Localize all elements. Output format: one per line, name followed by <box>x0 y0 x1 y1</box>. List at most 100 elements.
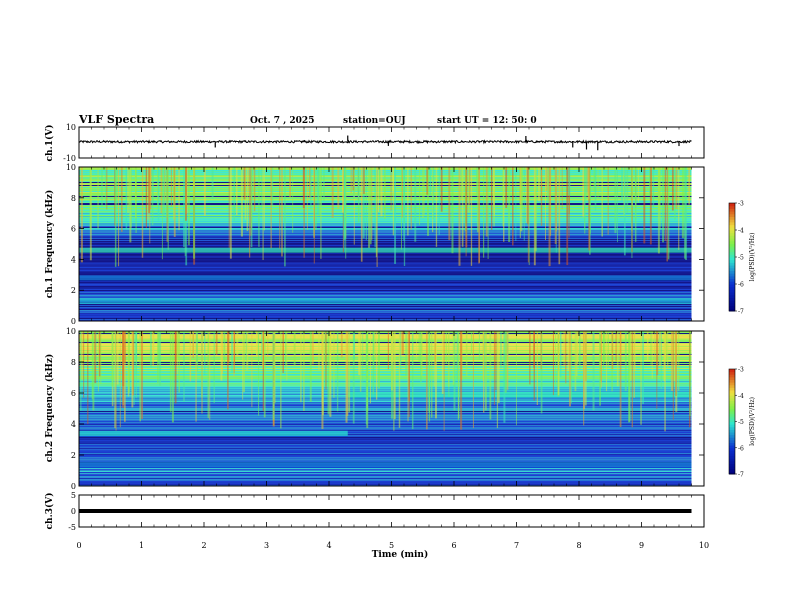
sferic-streak <box>452 331 455 385</box>
sferic-streak <box>228 167 230 248</box>
freq-band <box>79 221 692 223</box>
sferic-streak <box>317 167 319 215</box>
colorbar-ch1: -3 -4 -5 -6 -7 log(PSD)(V²/Hz) <box>728 201 756 316</box>
sferic-streak <box>310 167 312 209</box>
sferic-streak <box>433 331 435 387</box>
x-tick-label: 3 <box>264 541 269 550</box>
sferic-streak <box>512 167 514 246</box>
sferic-streak <box>448 167 451 241</box>
sferic-streak <box>426 167 429 195</box>
sferic-streak <box>91 331 94 399</box>
sferic-streak <box>331 167 334 218</box>
freq-band <box>79 450 692 452</box>
sferic-streak <box>407 167 409 236</box>
sferic-streak <box>248 167 251 258</box>
freq-band <box>79 435 692 437</box>
sferic-streak <box>243 167 246 200</box>
sferic-streak <box>261 167 263 208</box>
sferic-streak <box>416 331 418 359</box>
sferic-streak <box>185 167 188 221</box>
colorbar-segment <box>729 413 735 417</box>
freq-band <box>79 449 692 451</box>
freq-band <box>79 234 692 236</box>
freq-band <box>79 365 692 367</box>
sferic-streak <box>213 331 215 403</box>
freq-band <box>79 470 692 472</box>
sferic-streak <box>587 167 590 199</box>
sferic-streak <box>408 331 410 402</box>
sferic-streak <box>384 167 386 220</box>
sferic-streak <box>189 331 192 382</box>
freq-band <box>79 376 692 378</box>
sferic-streak <box>583 331 585 426</box>
freq-band <box>79 473 692 475</box>
sferic-streak <box>629 331 632 381</box>
x-tick-label: 1 <box>139 541 144 550</box>
colorbar-segment <box>729 395 735 399</box>
sferic-streak <box>176 331 179 358</box>
sferic-streak <box>488 167 490 191</box>
sferic-streak <box>420 331 423 376</box>
colorbar-segment <box>729 205 735 209</box>
sferic-streak <box>252 167 254 195</box>
freq-band <box>79 381 692 383</box>
sferic-streak <box>160 167 163 214</box>
sferic-streak <box>289 167 291 198</box>
spectral-feature <box>79 247 692 253</box>
sferic-streak <box>614 167 617 234</box>
freq-band <box>79 232 692 234</box>
sferic-streak <box>458 167 461 266</box>
sferic-streak <box>685 167 688 260</box>
colorbar-segment <box>729 418 735 422</box>
sferic-streak <box>467 167 470 213</box>
sferic-streak <box>503 331 506 423</box>
sferic-streak <box>374 167 376 247</box>
freq-band <box>79 442 692 444</box>
freq-band <box>79 293 692 295</box>
freq-band <box>79 384 692 386</box>
sferic-streak <box>375 167 378 258</box>
sferic-streak <box>616 331 619 387</box>
freq-band <box>79 226 692 228</box>
sferic-streak <box>263 167 265 231</box>
freq-band <box>79 481 692 483</box>
y-tick-label: 6 <box>71 225 76 234</box>
freq-band <box>79 477 692 479</box>
freq-band <box>79 469 692 471</box>
sferic-streak <box>253 167 256 212</box>
colorbar-segment <box>729 273 735 277</box>
sferic-streak <box>529 331 531 385</box>
sferic-streak <box>428 331 431 422</box>
freq-band <box>79 260 692 262</box>
sferic-streak <box>646 331 649 362</box>
sferic-streak <box>83 331 85 398</box>
sferic-streak <box>337 167 340 209</box>
colorbar-segment <box>729 403 735 407</box>
freq-band <box>79 255 692 257</box>
freq-band <box>79 287 692 289</box>
sferic-streak <box>139 331 142 422</box>
sferic-streak <box>169 331 172 412</box>
sferic-streak <box>124 331 126 363</box>
colorbar-segment <box>729 468 735 472</box>
sferic-streak <box>193 167 195 196</box>
sferic-streak <box>445 331 448 364</box>
freq-band <box>79 331 692 333</box>
freq-band <box>79 352 692 354</box>
freq-band <box>79 398 692 400</box>
freq-band <box>79 467 692 469</box>
sferic-streak <box>284 167 286 267</box>
sferic-streak <box>373 331 376 358</box>
sferic-streak <box>552 331 554 396</box>
freq-band <box>79 332 692 334</box>
sferic-streak <box>460 167 463 200</box>
sferic-streak <box>556 167 558 232</box>
sferic-streak <box>642 331 644 405</box>
sferic-streak <box>114 167 116 226</box>
freq-band <box>79 378 692 380</box>
freq-band <box>79 482 692 484</box>
y-tick-label: -10 <box>63 154 76 163</box>
sferic-streak <box>188 167 190 246</box>
freq-band <box>79 242 692 244</box>
